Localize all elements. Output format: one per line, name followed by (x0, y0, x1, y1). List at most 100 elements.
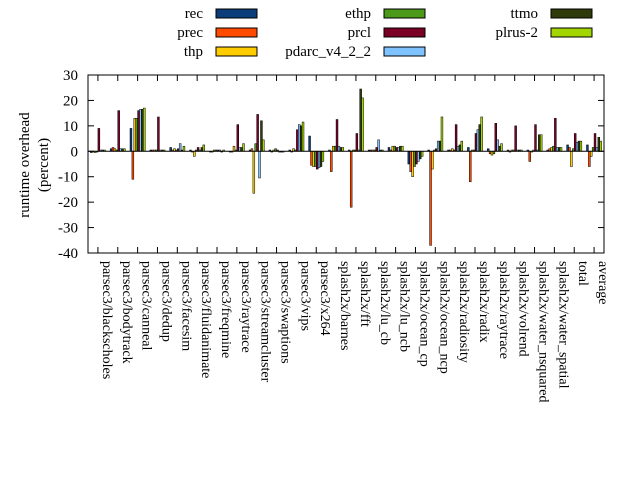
bar-thp (570, 151, 573, 167)
bar-prec (469, 151, 472, 183)
bar-prcl (355, 133, 359, 152)
bar-pdarc_v4_2_2 (476, 129, 480, 152)
bar-group (407, 151, 424, 177)
legend: rec prec thp ethp prcl pdarc_v4_2_2 ttmo plrus-… (177, 6, 593, 60)
bar-ttmo (339, 147, 343, 152)
legend-swatch (550, 8, 593, 19)
bar-prcl (395, 147, 398, 152)
bar-group (467, 116, 483, 183)
x-tick-label: parsec3/streamcluster (258, 261, 273, 383)
bar-group (506, 125, 523, 153)
bar-ethp (314, 151, 317, 167)
bar-rec (566, 144, 569, 152)
bar-plrus-2 (500, 143, 503, 152)
bar-prec (131, 151, 135, 180)
bar-group (248, 114, 265, 194)
bar-thp (431, 151, 434, 170)
x-tick-label: parsec3/raytrace (238, 261, 253, 353)
bars (90, 88, 602, 246)
x-tick-label: splash2x/barnes (337, 261, 352, 350)
bar-prec (528, 151, 531, 162)
x-tick-label: average (595, 261, 610, 305)
x-tick-label: splash2x/radix (476, 261, 491, 343)
bar-prec (330, 151, 333, 172)
plot-frame (87, 74, 605, 254)
bar-plrus-2 (559, 147, 563, 152)
bar-ethp (413, 151, 416, 167)
bar-ethp (552, 145, 555, 152)
x-tick-label: splash2x/ocean_cp (416, 261, 431, 367)
bar-thp (391, 145, 394, 152)
bar-group (367, 139, 384, 152)
y-tick-label: 30 (63, 68, 78, 84)
bar-plrus-2 (599, 140, 602, 152)
bar-ttmo (419, 151, 422, 160)
bar-group (526, 124, 543, 162)
bar-prcl (117, 110, 120, 152)
bar-plrus-2 (341, 147, 344, 152)
bar-plrus-2 (480, 116, 483, 152)
bar-ttmo (557, 147, 561, 152)
bar-prcl (593, 133, 597, 152)
bar-ttmo (478, 124, 481, 152)
y-axis-label-line1: runtime overhead (17, 112, 33, 218)
y-axis-label: runtime overhead (percent) (17, 112, 52, 218)
bar-plrus-2 (301, 121, 305, 152)
legend-label: ethp (345, 6, 371, 22)
bar-prcl (415, 151, 418, 165)
bar-group (586, 133, 602, 167)
bar-pdarc_v4_2_2 (436, 140, 440, 152)
x-tick-label: splash2x/fft (357, 261, 372, 327)
bar-prec (409, 151, 412, 172)
bar-prcl (454, 124, 458, 152)
x-tick-label: splash2x/water_nsquared (536, 261, 551, 403)
bar-pdarc_v4_2_2 (139, 109, 142, 152)
y-tick-label: -20 (58, 195, 78, 211)
bar-thp (133, 117, 136, 152)
x-tick-label: splash2x/ocean_ncp (436, 261, 451, 374)
bar-ethp (393, 145, 396, 152)
y-tick-label: -10 (58, 170, 78, 186)
bar-pdarc_v4_2_2 (238, 147, 241, 152)
bar-ttmo (319, 151, 323, 167)
bar-pdarc_v4_2_2 (417, 151, 420, 162)
bar-prcl (474, 133, 478, 152)
bar-plrus-2 (539, 134, 543, 152)
legend-label: prec (177, 25, 203, 41)
bar-ttmo (399, 145, 402, 152)
bar-group (308, 135, 325, 170)
bar-prcl (573, 133, 577, 152)
legend-label: thp (184, 44, 203, 60)
x-tick-label: splash2x/radiosity (456, 261, 471, 363)
bar-prcl (296, 129, 299, 152)
bar-pdarc_v4_2_2 (298, 124, 301, 152)
legend-label: rec (185, 6, 204, 22)
bar-thp (590, 151, 593, 157)
bar-pdarc_v4_2_2 (178, 143, 182, 152)
bar-group (348, 88, 364, 208)
bar-ttmo (458, 144, 462, 152)
y-tick-label: 20 (63, 93, 78, 109)
bar-pdarc_v4_2_2 (377, 139, 380, 152)
bar-group (447, 124, 464, 152)
bar-plrus-2 (401, 145, 404, 152)
bar-group (427, 116, 444, 246)
bar-thp (312, 151, 315, 167)
bar-prcl (315, 151, 319, 170)
bar-group (486, 123, 503, 156)
bar-thp (550, 147, 553, 152)
bar-rec (586, 144, 589, 152)
legend-swatch (383, 27, 426, 38)
bar-plrus-2 (262, 139, 265, 152)
bar-ttmo (498, 145, 501, 152)
bar-rec (467, 147, 470, 152)
bar-prcl (514, 125, 517, 152)
x-tick-label: splash2x/raytrace (496, 261, 511, 359)
bar-ttmo (438, 140, 442, 152)
bar-prcl (196, 147, 200, 152)
legend-label: prcl (348, 25, 371, 41)
x-axis-ticks: parsec3/blackscholes parsec3/bodytrack par… (97, 75, 610, 403)
bar-prcl (494, 123, 497, 152)
bar-plrus-2 (242, 143, 245, 152)
bar-group (288, 121, 305, 153)
